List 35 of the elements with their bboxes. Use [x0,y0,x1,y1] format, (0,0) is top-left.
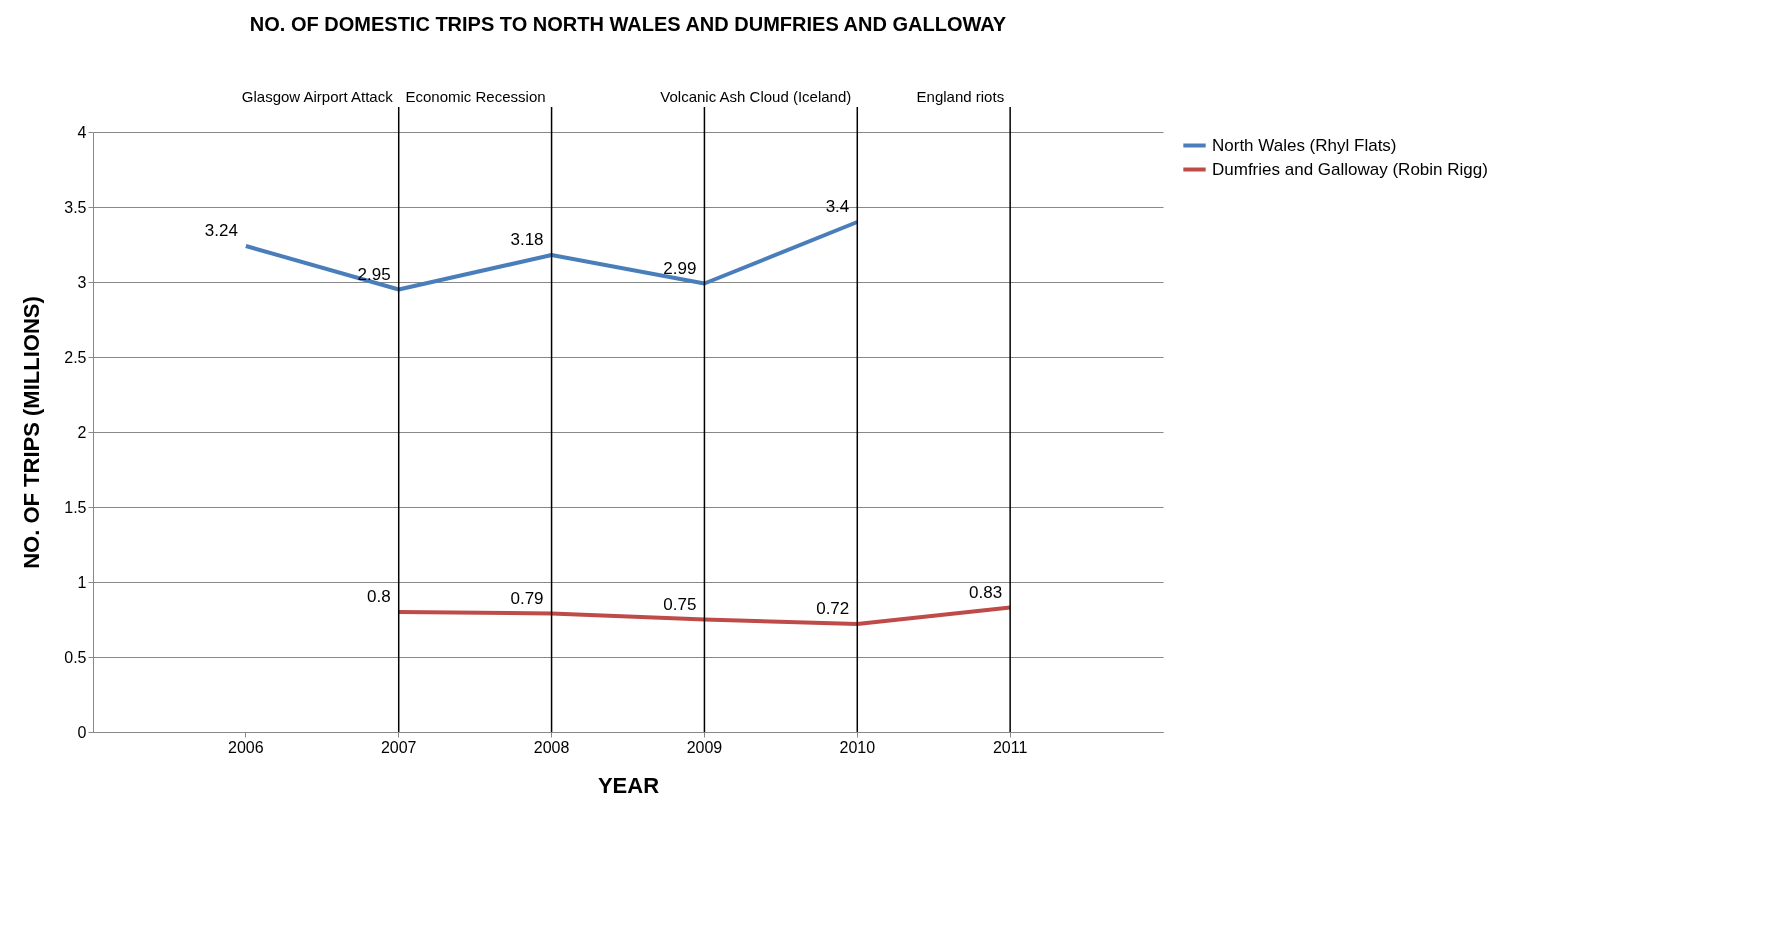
data-label: 3.24 [204,221,238,240]
chart-title: NO. OF DOMESTIC TRIPS TO NORTH WALES AND DUMFRIES AND GALLOWAY [249,13,1007,35]
ref-line-label: Economic Recession [405,88,546,105]
x-axis-title: YEAR [597,772,660,798]
x-tick-label: 2010 [839,738,876,756]
legend-label: North Wales (Rhyl Flats) [1212,135,1397,155]
data-label: 3.4 [825,197,850,216]
x-tick-label: 2006 [228,738,264,756]
data-label: 2.99 [663,258,697,278]
y-tick-label: 1.5 [64,498,87,516]
line-series [243,220,860,292]
x-tick-label: 2008 [533,738,570,756]
ref-line-label: England riots [916,88,1005,105]
y-tick-label: 0 [77,723,87,741]
y-tick-label: 2.5 [64,348,87,366]
y-tick-label: 0.5 [64,648,87,666]
data-label: 0.79 [510,588,544,608]
y-axis-title: NO. OF TRIPS (MILLIONS) [19,296,45,569]
x-tick-label: 2009 [686,738,723,756]
data-label: 0.72 [816,599,850,618]
data-label: 0.75 [663,594,697,614]
y-tick-label: 3.5 [64,198,87,216]
y-tick-label: 1 [77,573,87,591]
ref-line-label: Volcanic Ash Cloud (Iceland) [660,88,852,105]
y-tick-label: 4 [77,123,87,141]
ref-line-label: Glasgow Airport Attack [241,88,394,105]
legend-label: Dumfries and Galloway (Robin Rigg) [1212,159,1488,179]
data-label: 0.83 [969,582,1003,602]
y-tick-label: 3 [77,273,87,291]
data-label: 2.95 [357,264,391,284]
y-tick-label: 2 [77,423,87,441]
data-label: 0.8 [367,587,391,606]
x-tick-label: 2011 [992,738,1028,756]
data-label: 3.18 [510,230,544,249]
x-tick-label: 2007 [380,738,417,756]
